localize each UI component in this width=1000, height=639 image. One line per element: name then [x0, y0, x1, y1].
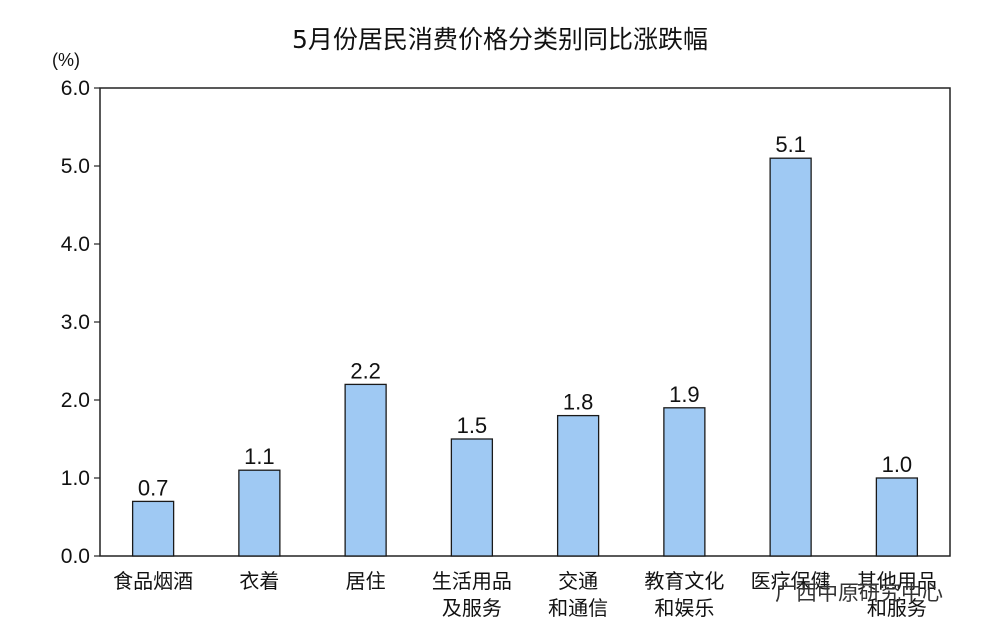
- x-category-label: 交通: [558, 569, 598, 593]
- x-category-label: 教育文化: [644, 569, 724, 593]
- y-tick-label: 6.0: [61, 77, 90, 100]
- x-category-label: 和娱乐: [654, 596, 714, 620]
- watermark-text: 广西中原研究中心: [775, 581, 943, 605]
- y-tick-label: 5.0: [61, 155, 90, 178]
- x-category-label: 居住: [346, 569, 386, 593]
- bar: [875, 477, 919, 557]
- bar: [663, 407, 706, 557]
- y-tick-label: 4.0: [61, 233, 90, 256]
- bar: [238, 469, 281, 557]
- bar-value-label: 1.9: [669, 382, 700, 407]
- plot-frame: [99, 87, 951, 557]
- x-category-label: 生活用品: [432, 569, 512, 593]
- x-category-label: 和通信: [548, 596, 608, 620]
- y-tick-label: 3.0: [61, 311, 90, 334]
- bar: [450, 438, 494, 557]
- bar-value-label: 5.1: [775, 132, 806, 157]
- bar-value-label: 1.0: [882, 452, 913, 477]
- bar-value-label: 2.2: [350, 358, 381, 383]
- y-axis-unit: (%): [52, 50, 80, 70]
- bar-value-label: 1.8: [563, 390, 594, 415]
- bar: [556, 414, 600, 557]
- x-category-label: 医疗保健: [751, 569, 831, 593]
- x-category-label: 食品烟酒: [113, 569, 193, 593]
- bar-value-label: 0.7: [138, 475, 169, 500]
- bar: [769, 157, 812, 557]
- bar: [131, 500, 175, 557]
- y-tick-label: 0.0: [61, 545, 90, 568]
- x-category-label: 和服务: [867, 596, 927, 620]
- x-category-label: 其他用品: [857, 569, 937, 593]
- y-axis: 0.0 1.0 2.0 3.0 4.0 5.0 6.0: [61, 77, 100, 568]
- x-category-label: 及服务: [442, 596, 502, 620]
- bar: [344, 383, 387, 557]
- bar-value-label: 1.5: [457, 413, 488, 438]
- chart-title: 5月份居民消费价格分类别同比涨跌幅: [292, 25, 708, 54]
- bar-value-label: 1.1: [244, 444, 275, 469]
- x-category-label: 衣着: [239, 569, 279, 593]
- bar-series: [131, 157, 919, 557]
- y-tick-label: 2.0: [61, 389, 90, 412]
- value-labels: 0.7 1.1 2.2 1.5 1.8 1.9 5.1 1.0: [138, 132, 912, 500]
- y-tick-label: 1.0: [61, 467, 90, 490]
